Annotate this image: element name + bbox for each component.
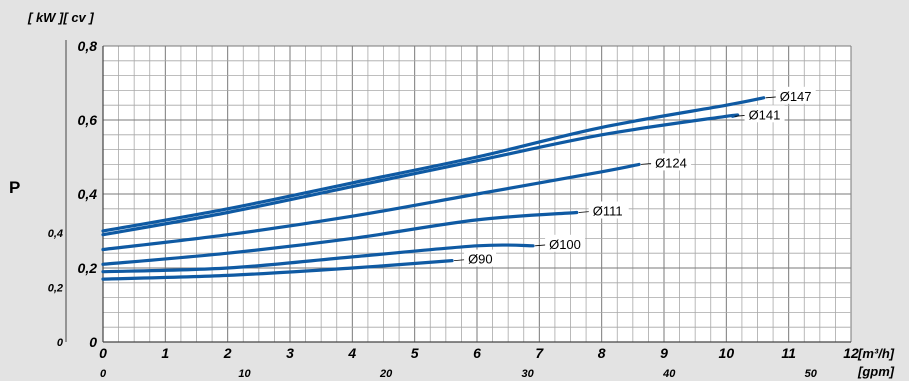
- y-cv-tick-label: 0,4: [48, 228, 63, 240]
- x-tick-label: 6: [473, 345, 481, 361]
- curve-label: Ø147: [780, 89, 812, 104]
- y-kw-tick-label: 0,6: [78, 112, 98, 128]
- x-gpm-tick-label: 50: [805, 368, 818, 380]
- curve-label: Ø100: [549, 237, 581, 252]
- curve-label: Ø90: [468, 252, 493, 267]
- x-tick-label: 2: [223, 345, 232, 361]
- x-gpm-tick-label: 40: [662, 368, 676, 380]
- curve-series: [101, 113, 740, 237]
- x-unit-primary: [m³/h]: [857, 346, 895, 361]
- x-tick-label: 7: [535, 345, 544, 361]
- x-gpm-tick-label: 0: [100, 368, 107, 380]
- curve-label: Ø141: [749, 107, 781, 122]
- curve-labels: Ø147 Ø141 Ø124 Ø111 Ø100 Ø90: [454, 86, 816, 267]
- curve-label-bg: [464, 249, 497, 267]
- x-gpm-tick-label: 10: [238, 368, 251, 380]
- curve-series: [101, 162, 641, 252]
- curve-label-bg: [651, 153, 692, 171]
- curve-series: [101, 96, 766, 233]
- y-cv-tick-label: 0: [57, 337, 64, 349]
- x-gpm-tick-label: 20: [379, 368, 393, 380]
- x-tick-label: 4: [347, 345, 356, 361]
- curve-label-bg: [545, 234, 586, 252]
- y-kw-tick-label: 0,8: [78, 38, 98, 54]
- curve-label-bg: [744, 105, 785, 123]
- x-tick-label: 10: [719, 345, 735, 361]
- x-tick-label: 8: [598, 345, 606, 361]
- y-kw-tick-label: 0,4: [78, 186, 98, 202]
- x-tick-label: 5: [411, 345, 419, 361]
- axes: [65, 40, 851, 343]
- x-tick-label: 3: [286, 345, 294, 361]
- y-unit-label: [ kW ][ cv ]: [27, 10, 94, 25]
- x-tick-label: 12: [843, 345, 859, 361]
- x-gpm-tick-label: 30: [522, 368, 535, 380]
- curve-label-bg: [588, 201, 629, 219]
- curve-label-bg: [775, 86, 816, 104]
- y-kw-tick-label: 0: [89, 334, 97, 350]
- curve-series: [101, 210, 579, 266]
- y-cv-tick-label: 0,2: [48, 283, 63, 295]
- x-tick-label: 1: [161, 345, 169, 361]
- y-kw-tick-label: 0,2: [78, 260, 98, 276]
- curve-label: Ø124: [655, 155, 687, 170]
- x-tick-label: 0: [99, 345, 107, 361]
- y-axis-label: P: [9, 178, 20, 197]
- grid: [102, 45, 852, 343]
- curve-series: [101, 259, 454, 281]
- curve-series: [101, 243, 535, 274]
- curve-label: Ø111: [593, 204, 623, 219]
- curves: [101, 96, 766, 281]
- x-tick-label: 9: [660, 345, 668, 361]
- x-unit-secondary: [gpm]: [857, 364, 895, 379]
- tick-labels: 0 1 2 3 4 5 6 7 8 9 10 11 120 10 20 30 40 5000,20,40,60,8…: [48, 38, 859, 380]
- x-tick-label: 11: [781, 345, 796, 361]
